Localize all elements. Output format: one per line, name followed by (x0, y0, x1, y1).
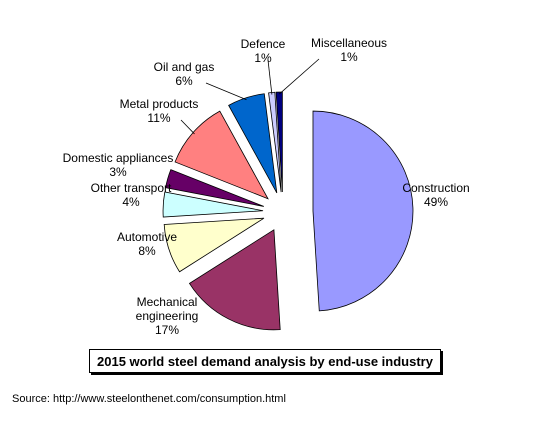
pie-slice-oil-and-gas (228, 93, 278, 194)
slice-label: Metal products (120, 97, 199, 111)
slice-value-label: 11% (147, 111, 170, 125)
slice-label: Defence (241, 37, 286, 51)
leader-line (279, 58, 320, 95)
slice-label: Other transport (91, 181, 172, 195)
slice-label: Domestic appliances (63, 151, 174, 165)
slice-value-label: 3% (109, 165, 127, 179)
slice-value-label: 49% (424, 195, 448, 209)
slice-label: Automotive (117, 230, 177, 244)
slice-label: engineering (136, 309, 199, 323)
chart-title: 2015 world steel demand analysis by end-… (97, 353, 433, 369)
leader-line (267, 59, 273, 95)
pie-slice-mechanical-engineering (188, 229, 281, 331)
chart-title-box: 2015 world steel demand analysis by end-… (89, 349, 441, 373)
slice-label: Mechanical (137, 295, 198, 309)
pie-slice-construction (312, 110, 414, 312)
pie-slice-automotive (163, 217, 265, 273)
source-note: Source: http://www.steelonthenet.com/con… (12, 393, 286, 405)
leader-line (205, 82, 247, 101)
slice-label: Oil and gas (154, 60, 215, 74)
leader-line (180, 119, 195, 135)
slice-value-label: 17% (155, 323, 179, 337)
slice-label: Construction (402, 181, 469, 195)
slice-value-label: 1% (254, 51, 272, 65)
pie-slice-other-transport (162, 191, 264, 218)
slice-label: Miscellaneous (311, 36, 387, 50)
slice-value-label: 1% (340, 50, 358, 64)
slice-value-label: 6% (175, 74, 193, 88)
pie-slice-domestic-appliances (165, 169, 264, 207)
pie-slice-miscellaneous (275, 91, 283, 193)
slice-value-label: 8% (138, 244, 156, 258)
slice-value-label: 4% (122, 195, 140, 209)
